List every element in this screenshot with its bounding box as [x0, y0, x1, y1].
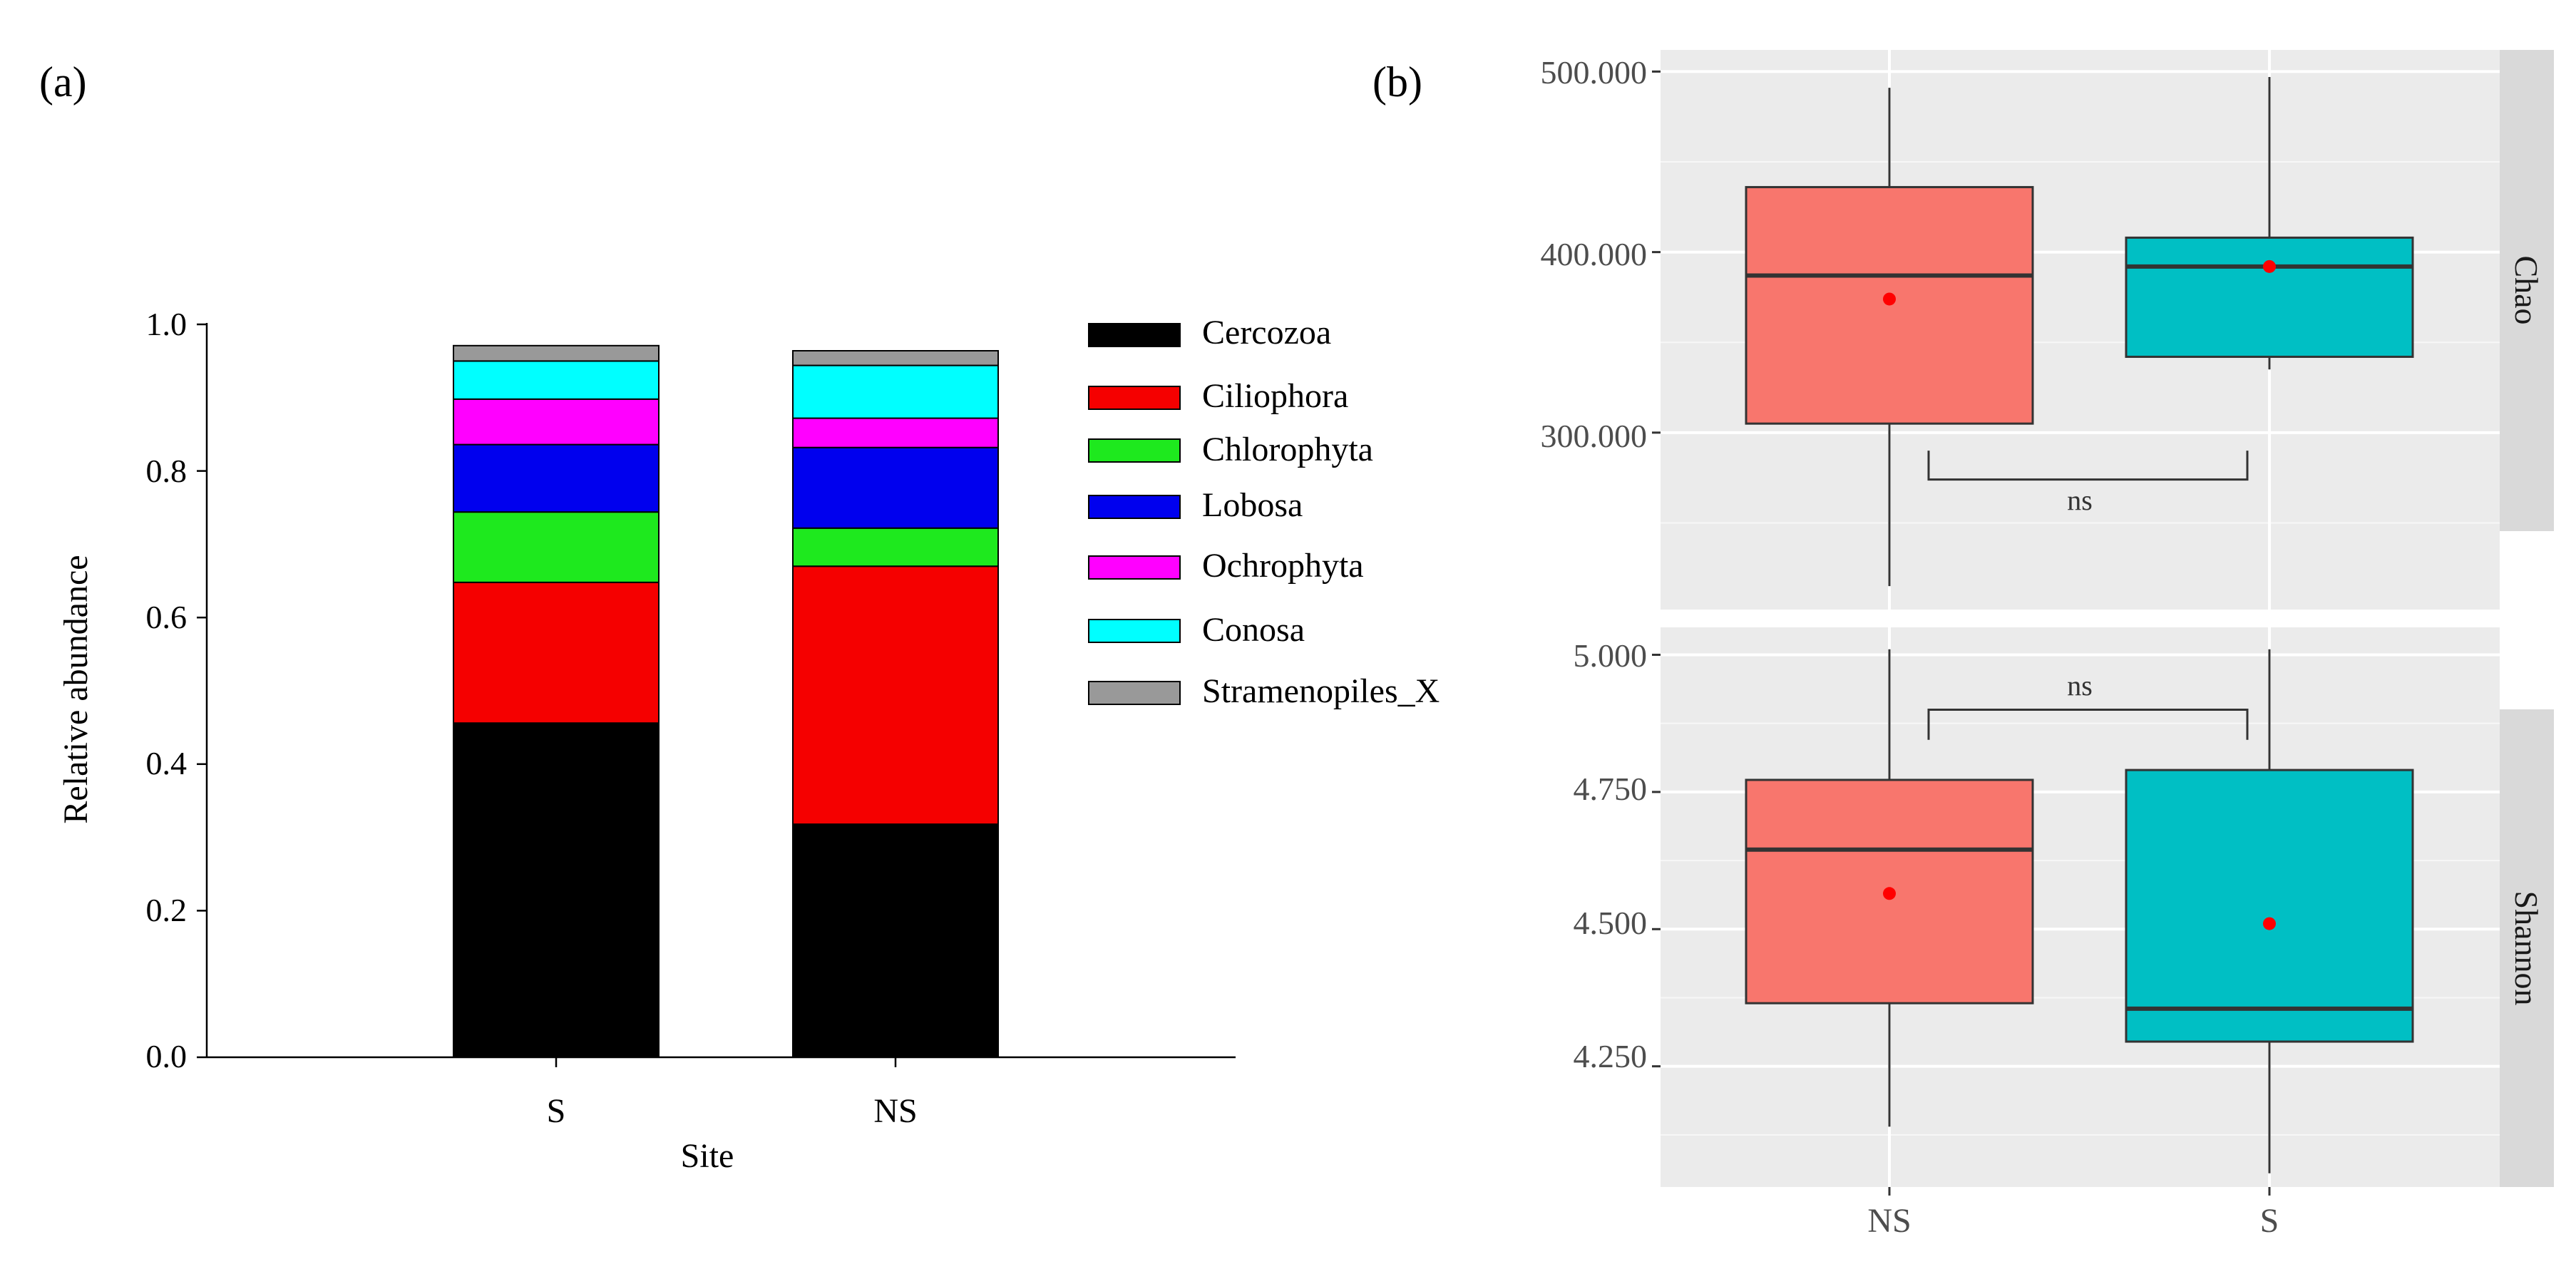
box-chao-s [2125, 236, 2414, 358]
panel-a-legend: Cercozoa Ciliophora Chlorophyta Lobosa O… [1088, 314, 1440, 710]
x-tick-label-ns: NS [1867, 1202, 1911, 1240]
panel-a-label: (a) [39, 58, 87, 106]
facet-shannon-strip-label: Shannon [2508, 891, 2545, 1006]
bar-segment-s-ochrophyta [453, 398, 660, 446]
legend-swatch-conosa [1088, 619, 1181, 643]
mean-point-shannon-s [2263, 917, 2276, 930]
legend-swatch-ochrophyta [1088, 555, 1181, 580]
legend-swatch-stramenopiles-x [1088, 681, 1181, 705]
significance-bracket-shannon [1927, 708, 2249, 740]
bar-segment-ns-chlorophyta [792, 527, 999, 567]
y-tick-label: 0.6 [146, 599, 188, 635]
y-tick-label: 5.000 [1574, 637, 1648, 674]
panel-a-bars [453, 344, 999, 1058]
bar-segment-ns-lobosa [792, 446, 999, 529]
bar-segment-ns-ochrophyta [792, 417, 999, 448]
legend-label: Lobosa [1202, 486, 1303, 524]
bar-segment-s-conosa [453, 360, 660, 400]
legend-label: Conosa [1202, 611, 1305, 649]
bar-segment-ns-stramenopiles-x [792, 350, 999, 366]
y-tick-label: 500.000 [1541, 54, 1648, 91]
panel-b: (b) Chao Shannon 300.000 400.000 500.000… [1372, 50, 2554, 1240]
comparison-label-shannon: ns [2067, 669, 2093, 702]
facet-chao-strip [2500, 50, 2554, 531]
y-tick-label: 400.000 [1541, 236, 1648, 272]
x-tick-label-s: S [2260, 1202, 2279, 1240]
legend-swatch-chlorophyta [1088, 438, 1181, 463]
bar-segment-s-stramenopiles-x [453, 344, 660, 362]
y-tick-label: 0.8 [146, 453, 188, 489]
panel-a-x-axis-title: Site [681, 1137, 734, 1175]
facet-shannon-strip [2500, 709, 2554, 1187]
bar-segment-ns-cercozoa [792, 823, 999, 1058]
y-tick-label: 4.250 [1574, 1038, 1648, 1074]
y-tick-label: 4.750 [1574, 771, 1648, 807]
facet-shannon-y-ticks: 4.250 4.500 4.750 5.000 [1574, 637, 1648, 1074]
legend-swatch-ciliophora [1088, 386, 1181, 410]
bar-segment-ns-ciliophora [792, 565, 999, 826]
x-tick-label-ns: NS [873, 1092, 917, 1130]
comparison-label-chao: ns [2067, 484, 2093, 516]
panel-b-boxes [1745, 76, 2414, 1173]
significance-bracket-chao [1927, 451, 2249, 481]
panel-a-axes [197, 323, 1236, 1067]
y-tick-label: 0.4 [146, 745, 188, 781]
panel-b-ticks [1652, 70, 2271, 1196]
facet-chao-y-ticks: 300.000 400.000 500.000 [1541, 54, 1648, 454]
legend-label: Ochrophyta [1202, 547, 1364, 585]
y-tick-label: 300.000 [1541, 418, 1648, 454]
bar-segment-s-lobosa [453, 443, 660, 513]
panel-a: (a) Relative abundance Site 0.0 0.2 0.4 … [39, 58, 1440, 1175]
mean-point-chao-s [2263, 260, 2276, 273]
panel-a-y-axis-title: Relative abundance [57, 555, 95, 823]
x-tick-label-s: S [547, 1092, 566, 1130]
box-shannon-s [2125, 769, 2414, 1043]
panel-a-y-ticks: 0.0 0.2 0.4 0.6 0.8 1.0 [146, 306, 188, 1074]
bar-segment-s-ciliophora [453, 581, 660, 724]
y-tick-label: 1.0 [146, 306, 188, 342]
mean-point-chao-ns [1883, 292, 1896, 306]
bar-segment-s-cercozoa [453, 722, 660, 1058]
facet-chao-strip-label: Chao [2508, 255, 2545, 324]
legend-label: Ciliophora [1202, 377, 1348, 415]
legend-label: Chlorophyta [1202, 431, 1373, 468]
y-tick-label: 0.2 [146, 892, 188, 928]
bar-segment-s-chlorophyta [453, 511, 660, 583]
y-tick-label: 4.500 [1574, 905, 1648, 941]
legend-swatch-cercozoa [1088, 323, 1181, 347]
legend-label: Stramenopiles_X [1202, 672, 1440, 710]
panel-b-label: (b) [1372, 58, 1422, 106]
bar-segment-ns-conosa [792, 364, 999, 419]
legend-swatch-lobosa [1088, 495, 1181, 519]
mean-point-shannon-ns [1883, 887, 1896, 900]
y-tick-label: 0.0 [146, 1038, 188, 1074]
legend-label: Cercozoa [1202, 314, 1331, 351]
